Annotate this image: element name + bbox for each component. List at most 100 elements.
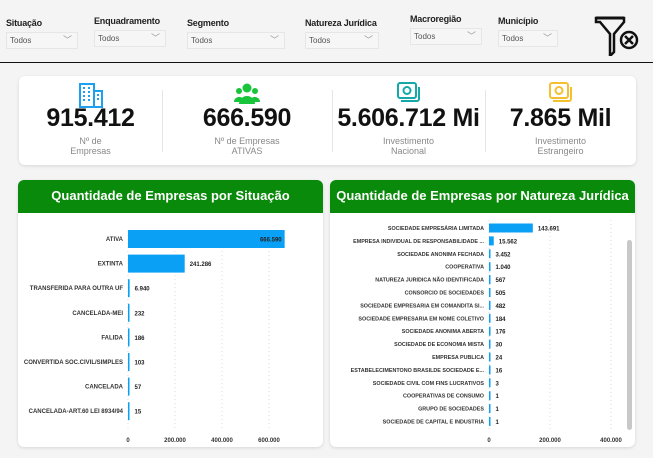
bar <box>489 288 491 297</box>
category-label: ESTABELECIMENTONO BRASILDE SOCIEDADE E..… <box>351 368 485 374</box>
filter-dropdown[interactable]: Todos ﹀ <box>410 28 482 45</box>
kpi-label: Investimento Estrangeiro <box>534 136 587 156</box>
chevron-down-icon: ﹀ <box>150 33 160 43</box>
bar <box>489 339 491 349</box>
data-label: 3 <box>496 381 500 387</box>
kpi-divider <box>485 90 486 152</box>
kpi-label: Investimento Nacional <box>382 136 435 156</box>
filter-dropdown[interactable]: Todos ﹀ <box>6 32 78 49</box>
data-label: 567 <box>496 278 507 284</box>
bar <box>489 313 491 323</box>
clear-filters-icon[interactable] <box>594 16 640 56</box>
kpi-1: 666.590 Nº de Empresas ATIVAS <box>162 76 332 165</box>
category-label: SOCIEDADE EMPRESARIA EM COMANDITA SI... <box>360 303 484 309</box>
kpi-label: Nº de Empresas <box>70 136 111 156</box>
tick-label: 200.000 <box>539 438 561 444</box>
category-label: SOCIEDADE DE ECONOMIA MISTA <box>394 342 484 348</box>
tick-label: 600.000 <box>258 438 280 444</box>
category-label: SOCIEDADE EMPRESÁRIA LIMITADA <box>388 225 484 232</box>
filter-dropdown[interactable]: Todos ﹀ <box>94 30 166 47</box>
tick-label: 400.000 <box>211 438 233 444</box>
filter-dropdown[interactable]: Todos ﹀ <box>187 32 285 49</box>
chart-title: Quantidade de Empresas por Natureza Jurí… <box>330 180 635 213</box>
data-label: 1.040 <box>496 265 512 271</box>
filter-label: Segmento <box>187 18 229 28</box>
data-label: 30 <box>496 343 503 349</box>
bar <box>489 326 491 336</box>
kpi-0: 915.412 Nº de Empresas <box>19 76 162 165</box>
data-label: 1 <box>496 420 500 426</box>
data-label: 57 <box>135 385 142 391</box>
situacao-chart-panel: Quantidade de Empresas por Situação 0 200… <box>18 180 323 447</box>
data-label: 1 <box>496 394 500 400</box>
filter-5: Município Todos ﹀ <box>498 16 558 47</box>
data-label: 176 <box>496 330 507 336</box>
data-label: 143.691 <box>538 227 560 233</box>
kpi-value: 7.865 Mil <box>509 104 612 132</box>
chevron-down-icon: ﹀ <box>363 35 373 45</box>
bar <box>489 249 491 259</box>
filter-1: Enquadramento Todos ﹀ <box>94 16 166 47</box>
filter-3: Natureza Jurídica Todos ﹀ <box>305 18 379 49</box>
filter-value: Todos <box>191 36 213 45</box>
bar <box>128 303 130 322</box>
category-label: CONVERTIDA SOC.CIVIL/SIMPLES <box>24 360 123 366</box>
category-label: NATUREZA JURIDICA NÃO IDENTIFICADA <box>375 277 484 284</box>
chevron-down-icon: ﹀ <box>62 35 72 45</box>
category-label: SOCIEDADE CIVIL COM FINS LUCRATIVOS <box>373 381 485 387</box>
bar <box>128 353 130 371</box>
filter-dropdown[interactable]: Todos ﹀ <box>498 30 558 47</box>
bar <box>489 404 491 414</box>
data-label: 15 <box>135 410 142 416</box>
kpi-label: Nº de Empresas ATIVAS <box>214 136 280 156</box>
data-label: 482 <box>496 304 507 310</box>
data-label: 3.452 <box>496 252 512 258</box>
category-label: ATIVA <box>106 237 124 243</box>
bar <box>128 328 130 347</box>
chart-title: Quantidade de Empresas por Situação <box>18 180 323 213</box>
category-label: GRUPO DE SOCIEDADES <box>418 407 484 413</box>
bar <box>489 236 494 246</box>
data-label: 6.940 <box>135 287 151 293</box>
natureza-chart-panel: Quantidade de Empresas por Natureza Jurí… <box>330 180 635 447</box>
bar <box>128 279 130 298</box>
data-label: 15.562 <box>499 239 518 245</box>
category-label: SOCIEDADE ANONIMA FECHADA <box>397 252 484 258</box>
filter-label: Natureza Jurídica <box>305 18 377 28</box>
category-label: SOCIEDADE EMPRESARIA EM NOME COLETIVO <box>358 316 484 322</box>
bar <box>489 300 491 310</box>
bar <box>489 275 491 285</box>
filter-value: Todos <box>502 34 524 43</box>
bar <box>128 230 285 248</box>
kpi-2: 5.606.712 Mi Investimento Nacional <box>332 76 485 165</box>
category-label: EMPRESA INDIVIDUAL DE RESPONSABILIDADE .… <box>353 239 484 245</box>
filter-value: Todos <box>10 36 32 45</box>
header-divider <box>0 62 653 63</box>
bar <box>489 391 491 401</box>
category-label: FALIDA <box>101 335 123 341</box>
filter-label: Enquadramento <box>94 16 160 26</box>
bar <box>489 378 491 388</box>
kpi-value: 5.606.712 Mi <box>337 104 480 132</box>
data-label: 505 <box>496 291 507 297</box>
kpi-card: 915.412 Nº de Empresas 666.590 Nº de Empr… <box>19 76 636 165</box>
category-label: CANCELADA <box>85 385 124 391</box>
bar <box>128 402 130 421</box>
filter-dropdown[interactable]: Todos ﹀ <box>305 32 379 49</box>
data-label: 24 <box>496 356 503 362</box>
chevron-down-icon: ﹀ <box>466 31 476 41</box>
money-icon <box>485 76 636 102</box>
situacao-bar-chart: 0 200.000 400.000 600.000 ATIVA 666.590 EXTINT… <box>24 230 285 444</box>
filter-label: Situação <box>6 18 42 28</box>
scrollbar[interactable] <box>627 240 632 430</box>
data-label: 16 <box>496 368 503 374</box>
category-label: SOCIEDADE DE CAPITAL E INDUSTRIA <box>383 420 484 426</box>
filter-2: Segmento Todos ﹀ <box>187 18 285 49</box>
bar <box>489 365 491 375</box>
bar <box>128 254 185 273</box>
kpi-divider <box>162 90 163 152</box>
kpi-value: 915.412 <box>46 104 135 132</box>
data-label: 232 <box>135 311 146 317</box>
chevron-down-icon: ﹀ <box>542 33 552 43</box>
building-icon <box>19 76 162 108</box>
